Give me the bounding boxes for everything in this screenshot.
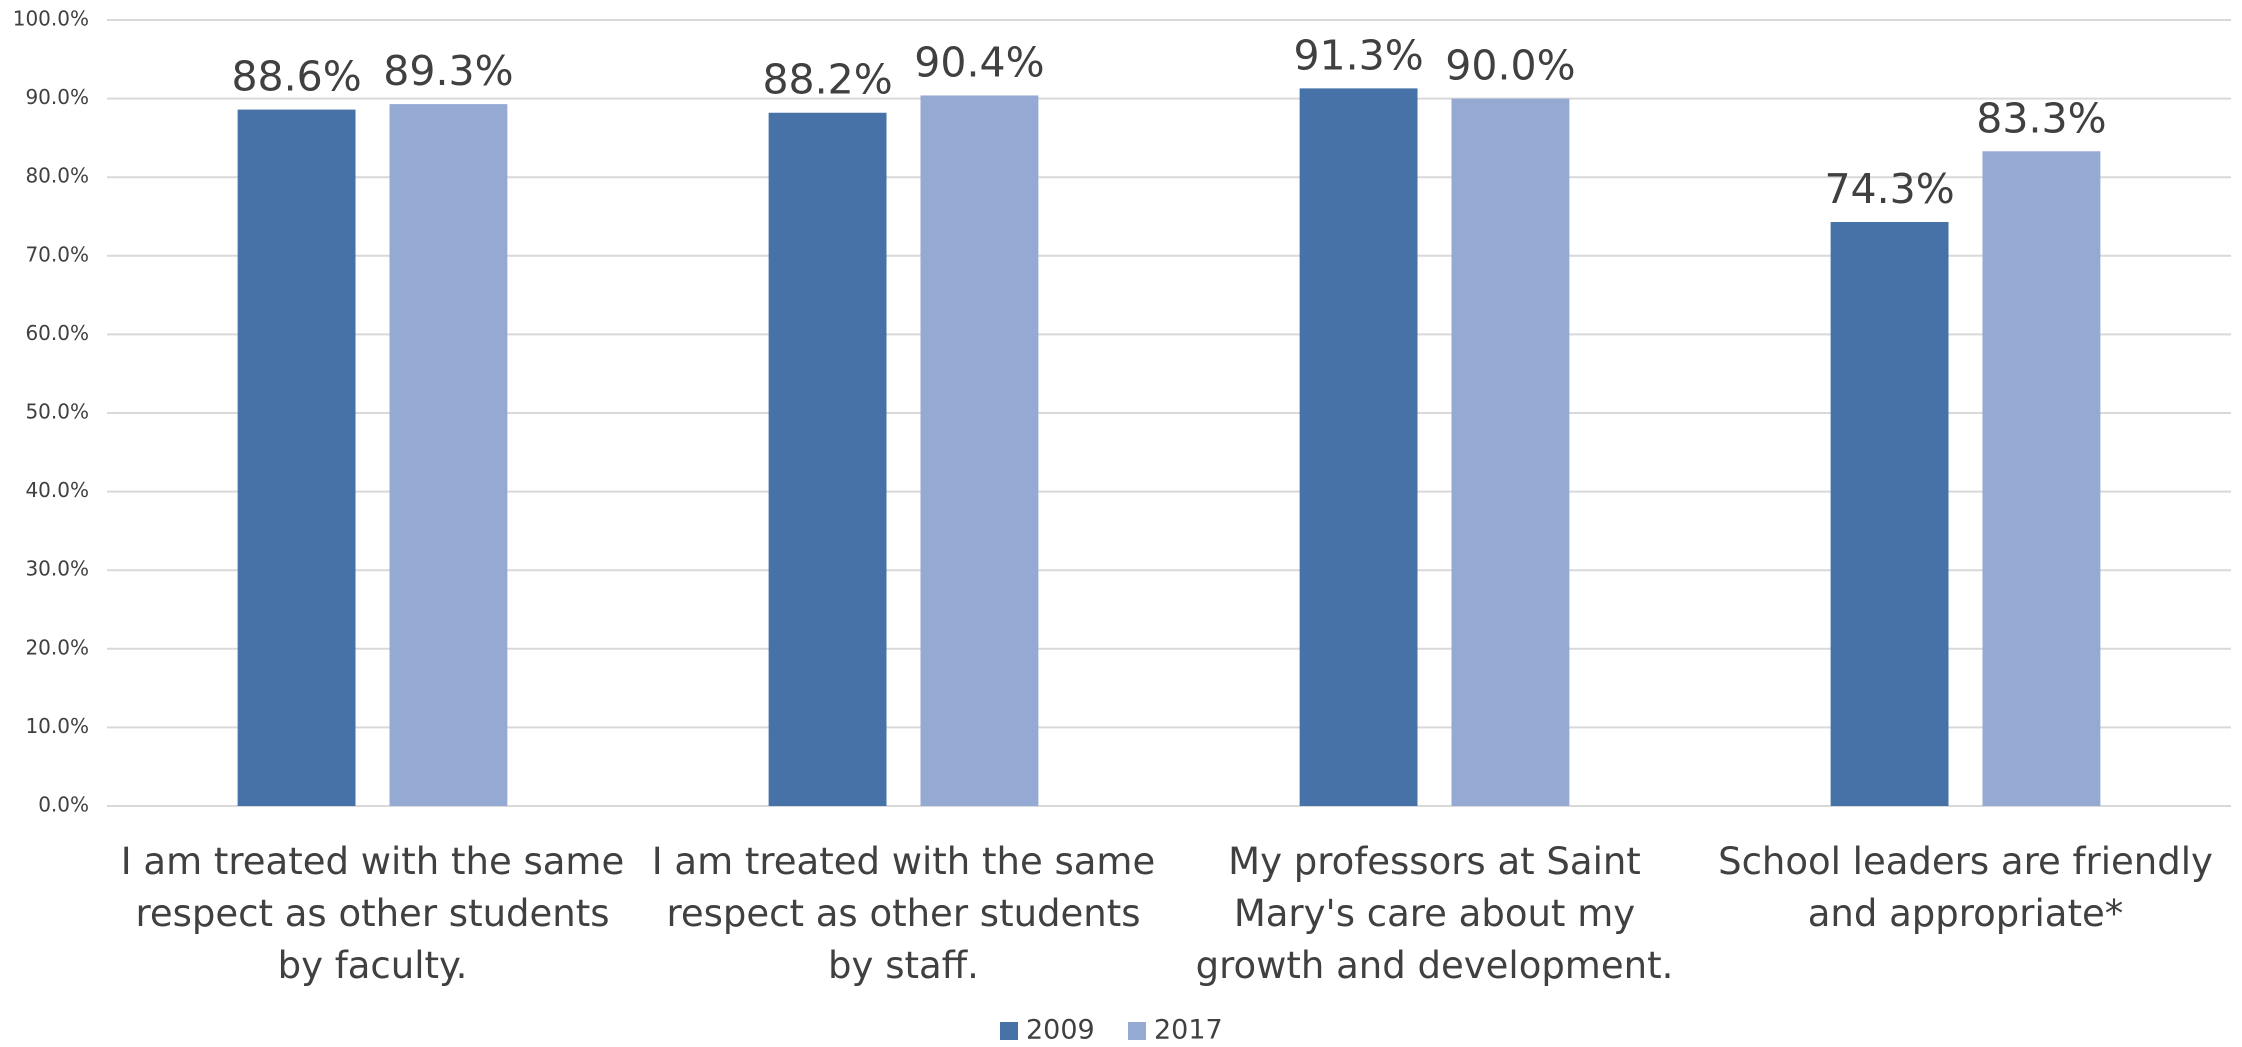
- x-tick-label: School leaders are friendly and appropri…: [1718, 840, 2213, 935]
- y-tick-label: 40.0%: [25, 478, 89, 502]
- x-tick-label: I am treated with the same respect as ot…: [120, 840, 625, 987]
- y-tick-label: 0.0%: [38, 793, 89, 817]
- y-tick-label: 30.0%: [25, 557, 89, 581]
- y-tick-label: 80.0%: [25, 164, 89, 188]
- legend-swatch: [1000, 1022, 1018, 1040]
- y-tick-label: 50.0%: [25, 400, 89, 424]
- bar: [389, 104, 508, 807]
- data-label: 88.6%: [231, 53, 361, 101]
- y-tick-label: 10.0%: [25, 714, 89, 738]
- legend-swatch: [1128, 1022, 1146, 1040]
- bar: [1451, 98, 1570, 807]
- data-label: 88.2%: [762, 56, 892, 104]
- bar: [920, 95, 1039, 807]
- bar: [237, 109, 356, 806]
- bar: [1982, 151, 2101, 807]
- data-label: 91.3%: [1293, 31, 1423, 79]
- legend-label: 2009: [1026, 1015, 1095, 1046]
- y-tick-label: 70.0%: [25, 242, 89, 266]
- bar: [768, 112, 887, 807]
- y-tick-label: 90.0%: [25, 85, 89, 109]
- legend-label: 2017: [1154, 1015, 1223, 1046]
- data-label: 83.3%: [1976, 94, 2106, 142]
- bar: [1299, 88, 1418, 806]
- data-label: 90.4%: [914, 38, 1044, 86]
- data-label: 90.0%: [1445, 42, 1575, 90]
- data-label: 74.3%: [1824, 165, 1954, 213]
- x-tick-label: I am treated with the same respect as ot…: [651, 840, 1156, 987]
- data-label: 89.3%: [383, 47, 513, 95]
- y-tick-label: 60.0%: [25, 321, 89, 345]
- y-tick-label: 20.0%: [25, 635, 89, 659]
- y-tick-label: 100.0%: [13, 7, 89, 31]
- x-tick-label: My professors at Saint Mary's care about…: [1195, 840, 1674, 987]
- bar: [1830, 222, 1949, 806]
